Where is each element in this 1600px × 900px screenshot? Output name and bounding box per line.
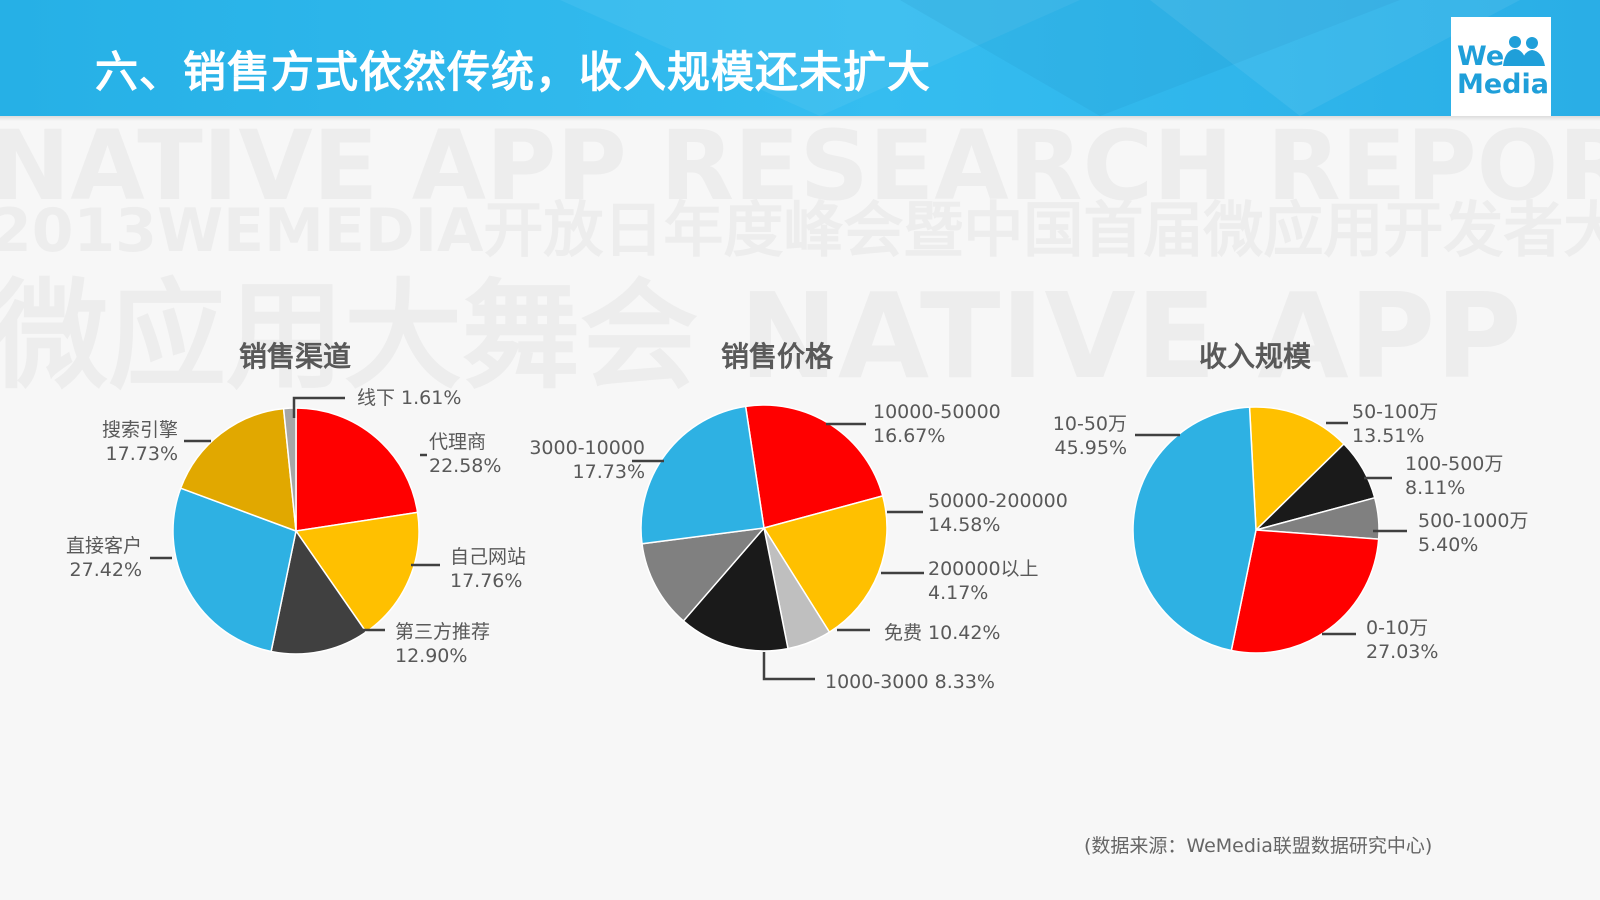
page-title: 六、销售方式依然传统，收入规模还未扩大 xyxy=(95,48,931,98)
slice-category-label: 第三方推荐 xyxy=(395,621,490,643)
pie-slice xyxy=(295,407,419,532)
slice-category-label: 50000-200000 xyxy=(928,490,1068,512)
slice-value-label: 22.58% xyxy=(429,455,501,477)
logo-text-we: We xyxy=(1457,41,1505,72)
slice-category-label: 直接客户 xyxy=(66,535,142,557)
slice-value-label: 12.90% xyxy=(395,645,467,667)
slice-value-label: 14.58% xyxy=(928,514,1000,536)
pie-slice xyxy=(640,405,765,545)
slice-label: 1000-3000 8.33% xyxy=(825,671,995,693)
pie-slice xyxy=(1248,406,1345,532)
wemedia-logo: We Media xyxy=(1451,17,1551,116)
watermark-line-3: 微应用大舞会 NATIVE APP xyxy=(0,267,1522,405)
pie-slice xyxy=(682,526,789,652)
background-watermark: NATIVE APP RESEARCH REPORT 2013WEMEDIA开放… xyxy=(0,120,1600,680)
slice-value-label: 17.73% xyxy=(106,443,178,465)
chart-title: 销售价格 xyxy=(721,340,834,373)
slice-value-label: 13.51% xyxy=(1352,425,1424,447)
slice-category-label: 代理商 xyxy=(429,431,486,453)
slice-category-label: 200000以上 xyxy=(928,558,1039,580)
slice-category-label: 自己网站 xyxy=(450,546,526,568)
slice-value-label: 27.03% xyxy=(1366,641,1438,663)
slice-value-label: 17.73% xyxy=(573,461,645,483)
pie-slice xyxy=(1230,529,1380,654)
slice-category-label: 100-500万 xyxy=(1405,453,1503,475)
slice-value-label: 45.95% xyxy=(1055,437,1127,459)
title-banner: 六、销售方式依然传统，收入规模还未扩大 We Media xyxy=(0,0,1600,116)
slice-category-label: 搜索引擎 xyxy=(102,419,178,441)
pie-slice xyxy=(641,527,766,623)
chart-title: 收入规模 xyxy=(1199,340,1312,373)
pie-slice xyxy=(294,511,420,634)
slice-value-label: 27.42% xyxy=(70,559,142,581)
slice-value-label: 16.67% xyxy=(873,425,945,447)
data-source-note: (数据来源：WeMedia联盟数据研究中心) xyxy=(1084,835,1433,857)
leader-line xyxy=(762,652,815,681)
slice-value-label: 17.76% xyxy=(450,570,522,592)
pie-slice xyxy=(172,487,297,653)
pie-slice xyxy=(179,407,297,533)
watermark-line-2: 2013WEMEDIA开放日年度峰会暨中国首届微应用开发者大会 xyxy=(0,196,1600,266)
chart-title: 销售渠道 xyxy=(239,340,351,373)
pie-slice xyxy=(282,407,297,532)
slice-category-label: 500-1000万 xyxy=(1418,510,1528,532)
slice-value-label: 5.40% xyxy=(1418,534,1478,556)
people-icon xyxy=(1503,36,1545,66)
slice-category-label: 10000-50000 xyxy=(873,401,1001,423)
watermark-line-1: NATIVE APP RESEARCH REPORT xyxy=(0,120,1600,222)
slice-value-label: 4.17% xyxy=(928,582,988,604)
slice-label: 免费 10.42% xyxy=(884,622,1001,644)
slice-label: 线下 1.61% xyxy=(357,387,461,409)
logo-text-media: Media xyxy=(1457,69,1549,100)
leader-line xyxy=(292,396,345,418)
banner-shadow xyxy=(0,116,1600,121)
pie-slice xyxy=(1132,406,1257,652)
slice-category-label: 3000-10000 xyxy=(529,437,645,459)
slice-category-label: 10-50万 xyxy=(1053,413,1127,435)
pie-slice xyxy=(270,529,368,655)
slice-value-label: 8.11% xyxy=(1405,477,1465,499)
pie-slice xyxy=(762,494,888,634)
slice-category-label: 0-10万 xyxy=(1366,617,1428,639)
slice-category-label: 50-100万 xyxy=(1352,401,1438,423)
